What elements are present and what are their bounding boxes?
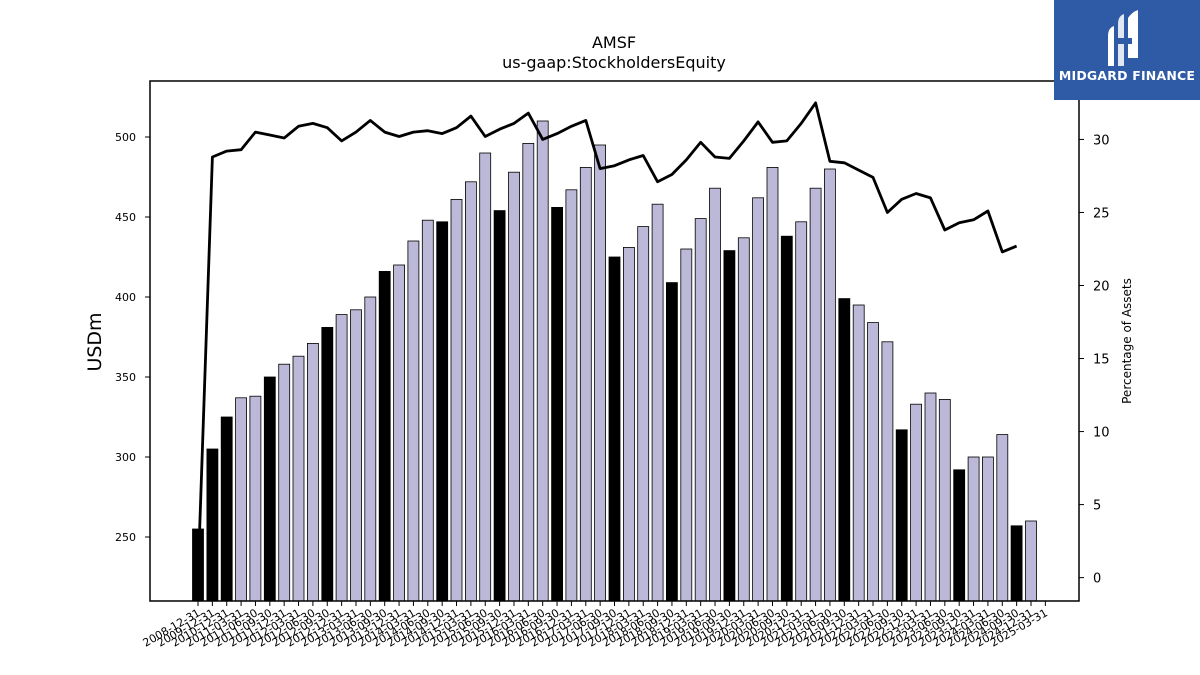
logo-text: MIDGARD FINANCE [1058,68,1196,83]
bar-2015-09-30 [493,210,506,602]
bar-2024-09-30 [1010,525,1023,602]
percentage-line [196,101,1018,578]
bar-2013-03-31 [350,309,362,602]
bar-2019-03-31 [694,218,707,602]
chart-title: AMSF [592,33,636,52]
chart-subtitle: us-gaap:StockholdersEquity [502,53,726,72]
bar-2022-03-31 [867,322,879,602]
bar-2022-12-31 [910,403,922,602]
bar-2017-03-31 [579,166,592,602]
bar-2014-09-30 [436,221,449,602]
left-tick-label: 400 [115,291,136,304]
right-tick-label: 30 [1093,133,1110,148]
bar-2011-06-30 [249,395,262,602]
bar-2018-03-31 [637,226,650,602]
bar-2011-12-31 [278,363,291,602]
bar-2017-06-30 [594,144,606,602]
right-tick-label: 25 [1093,206,1110,221]
bar-2012-03-31 [292,355,305,602]
bar-2021-12-31 [852,304,865,602]
bar-2019-12-31 [737,237,750,602]
bar-2014-06-30 [421,219,434,602]
bar-2014-12-31 [450,198,463,602]
bar-2015-06-30 [479,152,492,602]
bar-2013-09-30 [378,270,391,602]
bar-2023-06-30 [938,398,951,602]
bar-2012-06-30 [306,342,319,602]
bar-2024-12-31 [1025,520,1037,602]
left-tick-label: 300 [115,451,136,464]
left-axis: 250 300 350 400 450 500 [115,131,150,544]
bar-2016-12-31 [565,189,578,602]
bar-2015-12-31 [508,171,520,602]
right-tick-label: 0 [1093,572,1101,587]
bar-2009-12-31 [206,448,219,602]
bar-2024-06-30 [996,434,1009,602]
bar-2023-12-31 [967,456,980,602]
bar-2022-09-30 [895,429,908,602]
bar-2010-12-31 [220,416,233,602]
bar-2015-03-31 [464,181,477,602]
bar-2024-03-31 [982,456,994,602]
bar-2016-06-30 [536,120,549,602]
bar-2021-06-30 [824,168,836,602]
bar-2019-06-30 [709,187,721,602]
left-tick-label: 500 [115,131,136,144]
bar-2020-12-31 [795,221,808,602]
right-tick-label: 20 [1093,279,1110,294]
bar-2020-09-30 [780,235,793,602]
bar-group [192,120,1037,602]
brand-logo: MIDGARD FINANCE [1054,0,1200,100]
y-axis-label: USDm [84,312,106,371]
bar-2021-09-30 [838,298,851,602]
left-tick-label: 350 [115,371,136,384]
bar-2012-09-30 [321,326,334,602]
bar-2014-03-31 [407,240,420,602]
bar-2019-09-30 [723,250,736,602]
bar-2017-09-30 [608,256,621,602]
bar-2023-09-30 [953,469,966,602]
bar-2013-12-31 [393,264,406,602]
bar-2011-03-31 [235,397,248,602]
right-tick-label: 10 [1093,426,1110,441]
left-tick-label: 450 [115,211,136,224]
bar-2018-06-30 [651,203,664,602]
bar-2020-03-31 [752,197,764,602]
bar-2012-12-31 [335,314,348,602]
bar-2018-12-31 [680,248,693,602]
bar-2016-09-30 [551,206,563,602]
percentage-line-group [196,101,1018,578]
midgard-logo-icon [1108,10,1138,66]
bar-2020-06-30 [766,166,779,602]
bar-2011-09-30 [263,376,276,602]
bar-2021-03-31 [809,187,822,602]
left-tick-label: 250 [115,531,136,544]
bar-2018-09-30 [666,282,678,602]
bar-2013-06-30 [364,296,377,602]
right-axis: 0 5 10 15 20 25 30 [1079,133,1110,587]
bar-2023-03-31 [924,392,937,602]
x-axis: 2008-12-312009-12-312010-12-312011-03-31… [141,601,1050,650]
bar-2017-12-31 [623,246,635,602]
right-axis-label: Percentage of Assets [1120,278,1134,404]
bar-2016-03-31 [522,142,535,602]
right-tick-label: 5 [1093,499,1101,514]
right-tick-label: 15 [1093,353,1110,368]
bar-2022-06-30 [881,341,894,602]
